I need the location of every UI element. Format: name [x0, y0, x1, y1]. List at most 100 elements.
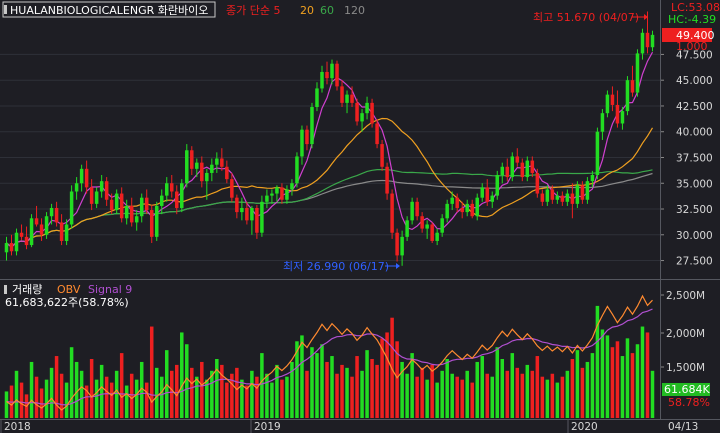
candle[interactable]	[400, 236, 404, 256]
volume-bar[interactable]	[39, 388, 44, 419]
candle[interactable]	[500, 166, 505, 176]
volume-bar[interactable]	[129, 373, 134, 418]
candle[interactable]	[535, 172, 540, 194]
volume-bar[interactable]	[625, 338, 630, 418]
candle[interactable]	[129, 205, 134, 223]
volume-bar[interactable]	[480, 356, 484, 418]
volume-bar[interactable]	[465, 370, 469, 418]
candle[interactable]	[330, 63, 334, 79]
volume-bar[interactable]	[195, 376, 199, 418]
volume-bar[interactable]	[565, 370, 570, 418]
volume-bar[interactable]	[415, 376, 419, 418]
volume-bar[interactable]	[175, 364, 179, 418]
candle[interactable]	[365, 102, 369, 114]
candle[interactable]	[210, 164, 214, 173]
candle[interactable]	[640, 32, 645, 54]
volume-bar[interactable]	[134, 379, 139, 418]
volume-bar[interactable]	[520, 373, 525, 418]
candle[interactable]	[550, 189, 555, 200]
volume-bar[interactable]	[275, 364, 279, 418]
volume-bar[interactable]	[530, 370, 535, 418]
candle[interactable]	[425, 224, 429, 229]
volume-bar[interactable]	[255, 376, 259, 418]
volume-bar[interactable]	[450, 373, 454, 418]
candle[interactable]	[175, 191, 179, 208]
volume-bar[interactable]	[330, 356, 334, 418]
volume-bar[interactable]	[84, 385, 89, 418]
candle[interactable]	[164, 183, 169, 196]
volume-bar[interactable]	[365, 350, 369, 418]
candle[interactable]	[44, 216, 49, 235]
candle[interactable]	[295, 156, 299, 184]
volume-bar[interactable]	[445, 359, 449, 418]
candle[interactable]	[375, 123, 379, 145]
candle[interactable]	[124, 205, 129, 219]
volume-bar[interactable]	[250, 370, 254, 418]
candle[interactable]	[515, 156, 520, 163]
volume-bar[interactable]	[200, 361, 204, 418]
volume-bar[interactable]	[215, 359, 219, 418]
volume-bar[interactable]	[535, 356, 540, 418]
candle[interactable]	[625, 80, 630, 112]
candle[interactable]	[280, 187, 284, 200]
volume-bar[interactable]	[124, 385, 129, 418]
candle[interactable]	[109, 199, 114, 211]
ma60-label[interactable]: 60	[320, 4, 334, 17]
volume-bar[interactable]	[620, 356, 625, 418]
volume-bar[interactable]	[230, 373, 234, 418]
candle[interactable]	[220, 158, 224, 167]
volume-bar[interactable]	[350, 376, 354, 418]
candle[interactable]	[470, 203, 474, 217]
candle[interactable]	[240, 207, 244, 213]
volume-bar[interactable]	[270, 382, 274, 418]
volume-bar[interactable]	[119, 353, 124, 418]
candle[interactable]	[14, 232, 19, 252]
candle[interactable]	[154, 205, 159, 237]
volume-bar[interactable]	[355, 356, 359, 418]
candle[interactable]	[585, 181, 590, 200]
candle[interactable]	[415, 201, 419, 217]
volume-bar[interactable]	[555, 382, 560, 418]
volume-bar[interactable]	[515, 367, 520, 418]
candle[interactable]	[485, 187, 489, 202]
candle[interactable]	[575, 185, 580, 204]
volume-bar[interactable]	[500, 359, 505, 418]
candle[interactable]	[355, 102, 359, 122]
candle[interactable]	[89, 187, 94, 204]
volume-bar[interactable]	[59, 373, 64, 418]
candle[interactable]	[525, 160, 530, 178]
volume-bar[interactable]	[455, 376, 459, 418]
candle[interactable]	[144, 197, 149, 211]
candle[interactable]	[290, 183, 294, 190]
volume-bar[interactable]	[485, 373, 489, 418]
candle[interactable]	[99, 181, 104, 192]
volume-bar[interactable]	[225, 382, 229, 418]
candle[interactable]	[505, 166, 510, 178]
volume-bar[interactable]	[154, 367, 159, 418]
volume-bar[interactable]	[370, 359, 374, 418]
volume-bar[interactable]	[490, 376, 495, 418]
candle[interactable]	[615, 104, 620, 124]
candle[interactable]	[270, 193, 274, 196]
candle[interactable]	[395, 232, 399, 256]
candle[interactable]	[540, 193, 545, 202]
volume-bar[interactable]	[240, 379, 244, 418]
volume-bar[interactable]	[550, 373, 555, 418]
candle[interactable]	[545, 189, 550, 202]
candle[interactable]	[300, 129, 304, 157]
candle[interactable]	[405, 220, 409, 237]
volume-bar[interactable]	[89, 359, 94, 418]
volume-bar[interactable]	[190, 367, 194, 418]
volume-bar[interactable]	[185, 344, 189, 418]
candle[interactable]	[380, 144, 384, 167]
candle[interactable]	[440, 218, 444, 233]
volume-bar[interactable]	[585, 361, 590, 418]
volume-bar[interactable]	[295, 341, 299, 418]
volume-bar[interactable]	[375, 364, 379, 418]
candle[interactable]	[285, 189, 289, 200]
candle[interactable]	[54, 207, 59, 223]
volume-bar[interactable]	[310, 347, 314, 418]
volume-bar[interactable]	[495, 347, 500, 418]
volume-bar[interactable]	[640, 326, 645, 418]
